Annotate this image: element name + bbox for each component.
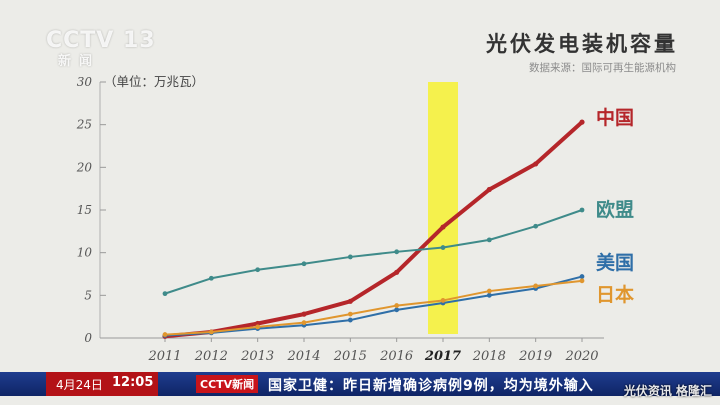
series-line-中国 [163,120,584,339]
data-point-中国 [579,119,585,125]
channel-logo-sub: 新闻 [58,54,101,69]
ticker-channel-logo: CCTV新闻 [196,375,259,393]
chart-title: 光伏发电装机容量 [486,32,678,56]
data-point-日本 [208,329,214,335]
data-point-日本 [347,311,353,317]
x-tick-label: 2018 [472,349,506,364]
data-point-中国 [301,311,307,317]
data-point-中国 [394,269,400,275]
x-tick-label: 2013 [240,349,274,364]
y-tick-label: 20 [76,160,93,174]
highlight-band-2017 [428,82,458,334]
x-tick-label: 2011 [147,349,181,364]
data-point-日本 [579,278,585,284]
legend-label-中国: 中国 [596,106,634,129]
ticker-date: 4月24日 [56,378,103,392]
x-tick-label: 2012 [194,349,228,364]
y-tick-label: 5 [84,288,92,302]
y-tick-label: 25 [76,118,92,132]
data-point-欧盟 [347,254,353,260]
x-tick-label: 2019 [518,349,552,364]
watermark: 光伏资讯 格隆汇 [623,384,712,398]
x-tick-label: 2020 [564,349,598,364]
data-point-中国 [486,186,492,193]
y-axis-unit-label: （单位：万兆瓦） [104,74,205,89]
legend-label-美国: 美国 [596,251,634,274]
ticker-time: 12:05 [112,375,154,390]
data-point-欧盟 [162,291,168,297]
ticker-headline: 国家卫健：昨日新增确诊病例9例，均为境外输入 [268,378,594,394]
channel-logo: CCTV 13 [46,28,156,53]
legend-label-欧盟: 欧盟 [596,198,634,221]
ticker-date-box [46,372,158,396]
data-point-日本 [440,298,446,303]
series-line-欧盟 [164,209,583,295]
x-tick-label: 2014 [286,349,320,364]
data-point-美国 [394,307,400,313]
y-tick-label: 10 [77,246,93,260]
data-point-日本 [486,288,492,294]
series-line-美国 [164,275,583,337]
legend-label-日本: 日本 [596,283,634,306]
data-point-欧盟 [440,245,446,250]
data-point-欧盟 [579,207,585,213]
y-tick-label: 30 [77,75,93,89]
series-line-日本 [164,279,583,336]
data-point-美国 [347,317,353,323]
y-tick-label: 15 [77,203,92,217]
data-point-中国 [440,224,446,230]
x-tick-label: 2017 [424,349,461,364]
data-point-欧盟 [301,261,307,267]
data-point-美国 [486,292,492,298]
data-point-欧盟 [255,267,261,273]
data-point-美国 [579,274,585,279]
chart-source: 数据来源：国际可再生能源机构 [529,62,676,74]
data-point-中国 [255,320,261,327]
data-point-欧盟 [533,223,539,229]
x-tick-label: 2016 [379,349,413,364]
data-point-日本 [162,332,168,337]
data-point-日本 [255,324,261,330]
data-point-中国 [347,298,353,304]
data-point-日本 [533,283,539,289]
x-tick-label: 2015 [333,349,367,364]
y-tick-label: 0 [84,331,92,345]
data-point-欧盟 [394,249,400,255]
data-point-欧盟 [208,275,214,281]
data-point-中国 [533,161,539,167]
data-point-欧盟 [486,237,492,243]
data-point-日本 [301,320,307,326]
data-point-日本 [394,303,400,308]
